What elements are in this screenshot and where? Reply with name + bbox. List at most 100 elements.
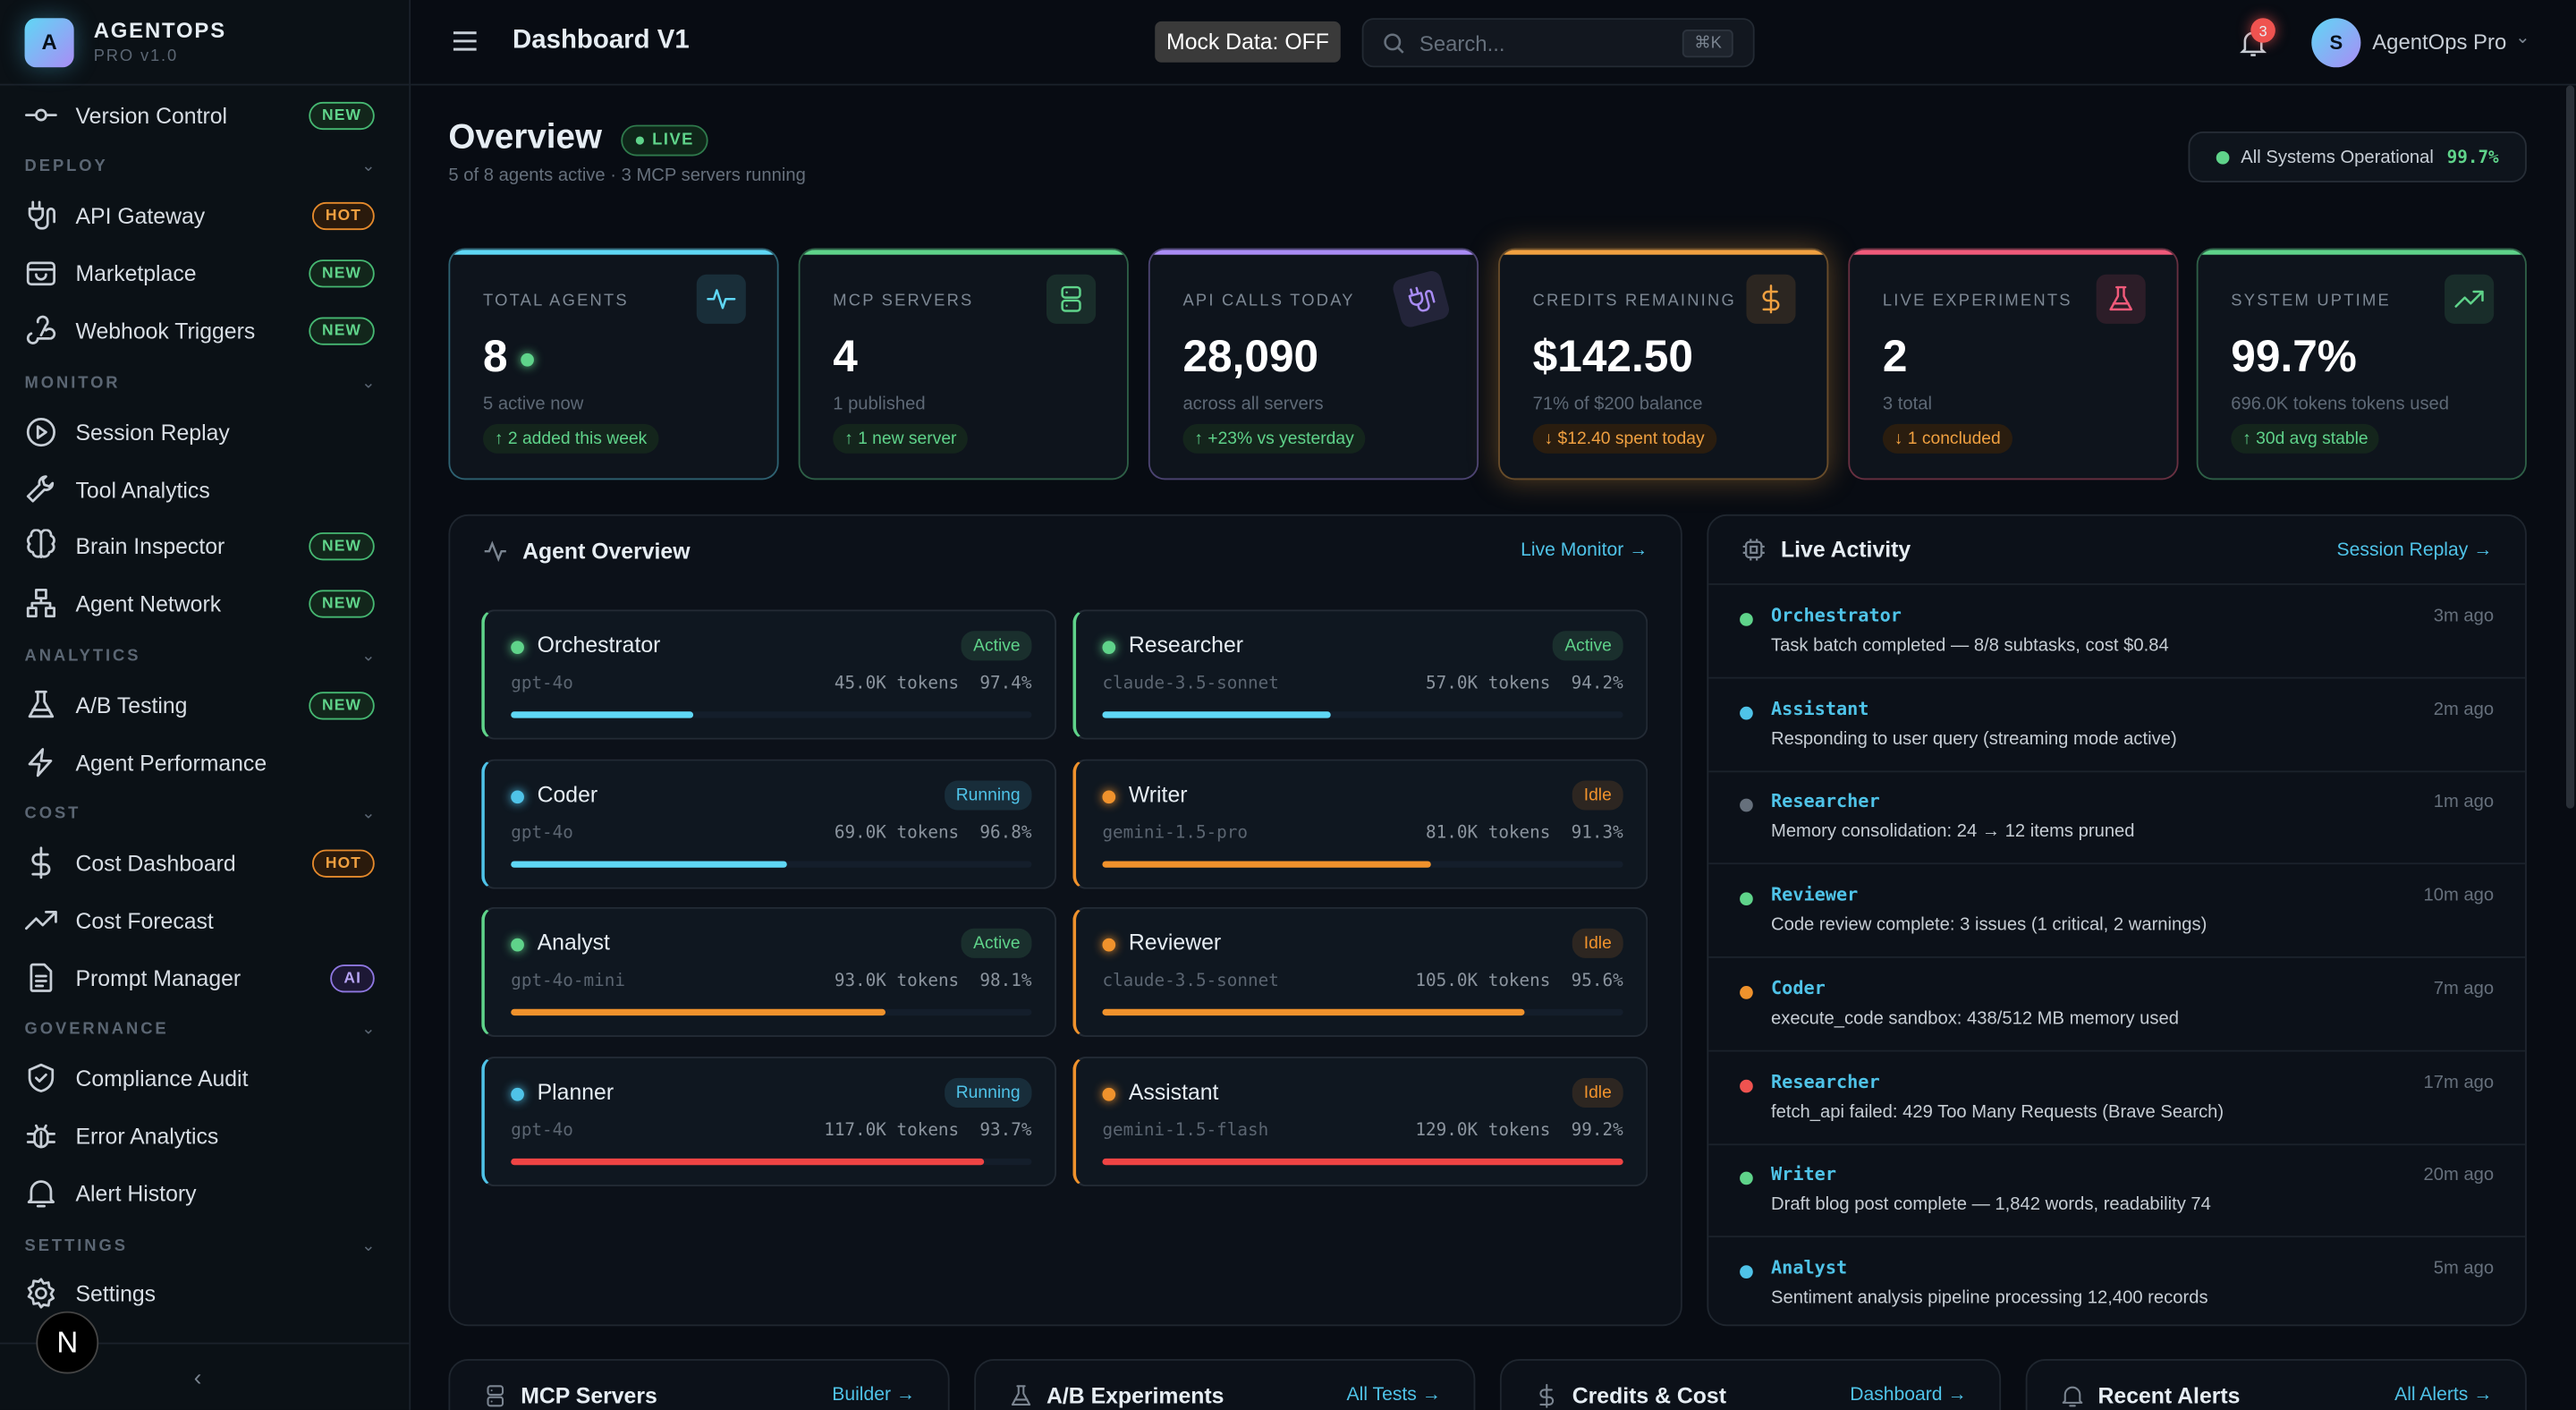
section-settings[interactable]: SETTINGS ⌄	[25, 1237, 378, 1255]
agent-card-coder[interactable]: Coder Running gpt-4o 69.0K tokens 96.8%	[481, 758, 1057, 888]
stat-card-credits-remaining[interactable]: CREDITS REMAINING $142.50 71% of $200 ba…	[1498, 248, 1829, 480]
section-governance[interactable]: GOVERNANCE ⌄	[25, 1021, 378, 1039]
activity-item[interactable]: Analyst Sentiment analysis pipeline proc…	[1708, 1237, 2525, 1325]
sidebar-item-a-b-testing[interactable]: A/B Testing NEW	[0, 679, 404, 732]
sidebar-item-alert-history[interactable]: Alert History	[0, 1167, 404, 1219]
agent-card-planner[interactable]: Planner Running gpt-4o 117.0K tokens 93.…	[481, 1056, 1057, 1186]
stat-card-api-calls-today[interactable]: API CALLS TODAY 28,090 across all server…	[1148, 248, 1479, 480]
flask-icon	[1009, 1383, 1034, 1408]
agent-success-rate: 99.2%	[1571, 1119, 1623, 1140]
agent-metrics: 105.0K tokens 95.6%	[1415, 972, 1623, 991]
main-scrollbar[interactable]	[2565, 85, 2575, 809]
agent-card-analyst[interactable]: Analyst Active gpt-4o-mini 93.0K tokens …	[481, 906, 1057, 1037]
collapse-sidebar-button[interactable]: ‹	[193, 1363, 202, 1390]
status-badge: Active	[962, 928, 1032, 958]
agent-card-writer[interactable]: Writer Idle gemini-1.5-pro 81.0K tokens …	[1072, 758, 1648, 888]
server-icon	[483, 1383, 508, 1408]
sidebar-item-session-replay[interactable]: Session Replay	[0, 406, 404, 459]
activity-agent: Researcher	[1770, 1070, 1880, 1092]
status-dot	[1102, 938, 1116, 952]
activity-item[interactable]: Writer Draft blog post complete — 1,842 …	[1708, 1144, 2526, 1238]
sidebar-item-settings[interactable]: Settings	[0, 1267, 404, 1320]
section-label: COST	[24, 804, 81, 824]
app-name: AGENTOPS	[93, 18, 226, 43]
menu-icon[interactable]	[452, 28, 478, 54]
panel-link[interactable]: All Alerts →	[2394, 1385, 2492, 1405]
brain-icon	[25, 529, 58, 562]
section-monitor[interactable]: MONITOR ⌄	[25, 375, 378, 393]
flask-icon	[2096, 274, 2146, 324]
token-usage-bar	[511, 860, 1032, 867]
stat-card-system-uptime[interactable]: SYSTEM UPTIME 99.7% 696.0K tokens tokens…	[2196, 248, 2527, 480]
page-title: Dashboard V1	[513, 26, 690, 55]
agent-card-orchestrator[interactable]: Orchestrator Active gpt-4o 45.0K tokens …	[481, 609, 1057, 740]
activity-item[interactable]: Coder execute_code sandbox: 438/512 MB m…	[1708, 957, 2526, 1052]
stat-card-live-experiments[interactable]: LIVE EXPERIMENTS 2 3 total ↓ 1 concluded	[1848, 248, 2179, 480]
panel-link[interactable]: Builder →	[832, 1385, 915, 1405]
mock-data-toggle[interactable]: Mock Data: OFF	[1155, 21, 1341, 63]
user-avatar-bottom[interactable]: N	[36, 1311, 99, 1374]
sidebar-item-marketplace[interactable]: Marketplace NEW	[0, 247, 404, 300]
agent-card-reviewer[interactable]: Reviewer Idle claude-3.5-sonnet 105.0K t…	[1072, 906, 1648, 1037]
agent-name: Researcher	[1128, 633, 1244, 658]
activity-item[interactable]: Assistant Responding to user query (stre…	[1708, 678, 2526, 772]
agent-success-rate: 96.8%	[979, 822, 1032, 843]
sidebar-item-agent-performance[interactable]: Agent Performance	[0, 736, 404, 789]
shield-icon	[25, 1062, 58, 1095]
session-replay-link[interactable]: Session Replay →	[2337, 539, 2493, 559]
stat-label: LIVE EXPERIMENTS	[1882, 292, 2072, 311]
system-status-pill[interactable]: All Systems Operational 99.7%	[2188, 131, 2527, 183]
sidebar-item-label: Error Analytics	[75, 1123, 219, 1148]
sidebar-item-error-analytics[interactable]: Error Analytics	[0, 1109, 404, 1162]
live-monitor-link[interactable]: Live Monitor →	[1521, 540, 1648, 560]
sidebar-item-version-control[interactable]: Version Control NEW	[0, 89, 404, 141]
stat-label: TOTAL AGENTS	[482, 292, 629, 311]
activity-item[interactable]: Orchestrator Task batch completed — 8/8 …	[1708, 585, 2526, 679]
stat-card-total-agents[interactable]: TOTAL AGENTS 8 5 active now ↑ 2 added th…	[448, 248, 779, 480]
sidebar-item-cost-forecast[interactable]: Cost Forecast	[0, 894, 404, 947]
activity-item[interactable]: Reviewer Code review complete: 3 issues …	[1708, 864, 2526, 958]
search-input[interactable]: Search... ⌘K	[1361, 18, 1755, 68]
sidebar-item-prompt-manager[interactable]: Prompt Manager AI	[0, 951, 404, 1004]
section-cost[interactable]: COST ⌄	[25, 805, 378, 823]
sidebar-item-tool-analytics[interactable]: Tool Analytics	[0, 463, 404, 516]
stat-label: SYSTEM UPTIME	[2231, 292, 2391, 311]
activity-item[interactable]: Researcher Memory consolidation: 24 → 12…	[1708, 771, 2526, 865]
user-avatar[interactable]: S	[2311, 18, 2361, 68]
section-analytics[interactable]: ANALYTICS ⌄	[25, 648, 378, 666]
panel-link-label: Builder	[832, 1385, 892, 1406]
status-dot	[1102, 1086, 1116, 1100]
sidebar-item-brain-inspector[interactable]: Brain Inspector NEW	[0, 519, 404, 572]
server-icon	[1046, 274, 1097, 324]
panel-link-label: All Alerts	[2394, 1385, 2469, 1406]
agent-card-researcher[interactable]: Researcher Active claude-3.5-sonnet 57.0…	[1072, 609, 1648, 740]
panel-link[interactable]: All Tests →	[1347, 1385, 1441, 1405]
activity-message: Task batch completed — 8/8 subtasks, cos…	[1770, 635, 2169, 656]
activity-agent: Reviewer	[1770, 884, 1859, 906]
sidebar-item-api-gateway[interactable]: API Gateway HOT	[0, 189, 404, 242]
chevron-down-icon[interactable]: ⌄	[2515, 28, 2530, 48]
agent-card-assistant[interactable]: Assistant Idle gemini-1.5-flash 129.0K t…	[1072, 1056, 1648, 1186]
sidebar-item-agent-network[interactable]: Agent Network NEW	[0, 577, 404, 630]
activity-message: Responding to user query (streaming mode…	[1770, 728, 2177, 749]
panel-title: A/B Experiments	[1046, 1382, 1224, 1408]
logo[interactable]: A AGENTOPS PRO v1.0	[0, 0, 410, 86]
agent-model: gemini-1.5-flash	[1102, 1119, 1269, 1140]
token-usage-bar	[1102, 860, 1623, 867]
activity-item[interactable]: Researcher fetch_api failed: 429 Too Man…	[1708, 1051, 2526, 1145]
panel-link[interactable]: Dashboard →	[1850, 1385, 1966, 1405]
sidebar-item-cost-dashboard[interactable]: Cost Dashboard HOT	[0, 837, 404, 889]
status-dot	[511, 1086, 524, 1100]
section-deploy[interactable]: DEPLOY ⌄	[25, 157, 378, 175]
activity-message: execute_code sandbox: 438/512 MB memory …	[1770, 1008, 2179, 1029]
sidebar-item-webhook-triggers[interactable]: Webhook Triggers NEW	[0, 304, 404, 357]
user-name[interactable]: AgentOps Pro	[2372, 30, 2507, 55]
agent-overview-panel: Agent Overview Live Monitor → Orchestrat…	[448, 514, 1682, 1327]
agent-model: gpt-4o	[511, 674, 573, 694]
stat-card-mcp-servers[interactable]: MCP SERVERS 4 1 published ↑ 1 new server	[798, 248, 1129, 480]
sidebar-item-label: Alert History	[75, 1180, 197, 1206]
agent-name: Analyst	[537, 930, 610, 956]
cpu-icon	[1741, 538, 1767, 563]
topbar: Dashboard V1 Mock Data: OFF Search... ⌘K…	[411, 0, 2576, 86]
sidebar-item-compliance-audit[interactable]: Compliance Audit	[0, 1052, 404, 1105]
